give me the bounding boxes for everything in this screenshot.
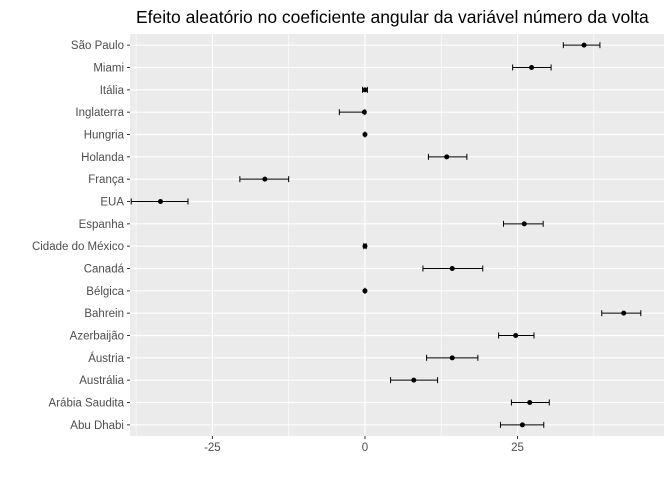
x-tick-label: 0 xyxy=(362,442,368,454)
y-tick-label: Hungria xyxy=(84,130,125,142)
y-tick-label: Inglaterra xyxy=(75,107,124,119)
data-point xyxy=(361,109,367,115)
data-point xyxy=(262,176,268,182)
y-tick-label: Miami xyxy=(93,63,124,75)
data-point xyxy=(621,310,627,316)
data-point xyxy=(529,65,535,70)
y-axis: São Paulo Miami Itália Inglaterra Hungria Hol… xyxy=(32,40,130,432)
data-point xyxy=(449,355,455,361)
data-point xyxy=(519,422,525,428)
data-point xyxy=(362,243,368,249)
y-tick-label: Abu Dhabi xyxy=(70,420,124,432)
y-tick-label: Holanda xyxy=(81,152,124,164)
x-tick-label: 25 xyxy=(511,442,524,454)
y-tick-label: Cidade do México xyxy=(32,241,124,253)
y-tick-label: São Paulo xyxy=(71,40,124,52)
data-point xyxy=(444,154,450,160)
data-point xyxy=(362,87,368,93)
grid xyxy=(130,34,664,436)
data-point xyxy=(449,266,455,271)
y-tick-label: Bélgica xyxy=(86,286,124,298)
data-point xyxy=(513,333,519,338)
data-point xyxy=(411,377,417,383)
x-axis: -25 0 25 xyxy=(204,436,524,454)
y-tick-label: EUA xyxy=(100,197,124,209)
data-point xyxy=(362,132,368,137)
x-tick-label: -25 xyxy=(204,442,221,454)
y-tick-label: Itália xyxy=(100,85,125,97)
data-point xyxy=(527,400,533,405)
y-tick-label: França xyxy=(88,174,124,186)
y-tick-label: Bahrein xyxy=(84,308,124,320)
data-point xyxy=(581,42,587,48)
data-point xyxy=(362,288,368,294)
data-point xyxy=(521,221,527,227)
data-series xyxy=(130,42,642,428)
plot-panel xyxy=(130,34,664,436)
y-tick-label: Espanha xyxy=(79,219,125,231)
data-point xyxy=(158,199,164,204)
y-tick-label: Azerbaijão xyxy=(70,331,124,343)
chart-title: Efeito aleatório no coeficiente angular … xyxy=(136,7,649,27)
y-tick-label: Áustria xyxy=(88,352,124,365)
y-tick-label: Canadá xyxy=(84,264,125,276)
y-tick-label: Arábia Saudita xyxy=(49,398,125,410)
y-tick-label: Austrália xyxy=(79,375,124,387)
